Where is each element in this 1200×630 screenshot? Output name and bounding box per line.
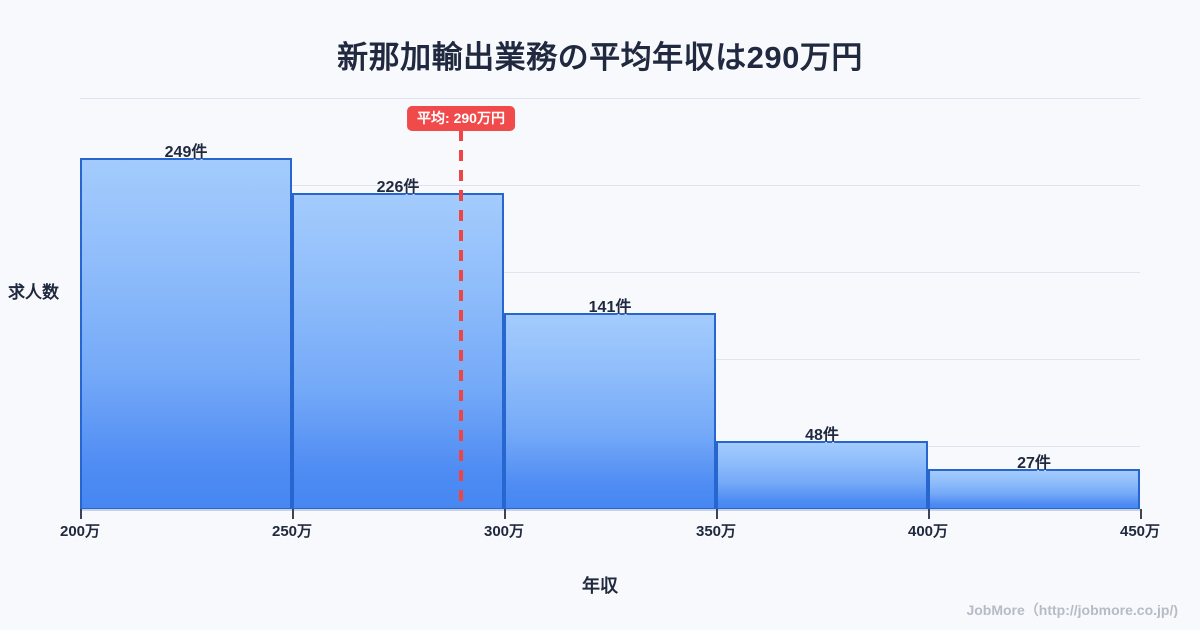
x-tick-mark bbox=[928, 509, 930, 519]
x-tick-mark bbox=[504, 509, 506, 519]
x-tick-label: 450万 bbox=[1119, 523, 1161, 540]
x-axis-label: 年収 bbox=[582, 576, 618, 596]
bar-bin-4[interactable] bbox=[928, 469, 1140, 510]
gridline bbox=[80, 272, 1140, 273]
footer-credit: JobMore（http://jobmore.co.jp/) bbox=[966, 602, 1178, 618]
bar-bin-0[interactable] bbox=[80, 158, 292, 510]
gridline bbox=[80, 98, 1140, 99]
bar-value-label: 249件 bbox=[164, 144, 208, 161]
x-tick-mark bbox=[1140, 509, 1142, 519]
x-tick-label: 200万 bbox=[59, 523, 101, 540]
bar-value-label: 141件 bbox=[588, 299, 632, 316]
x-tick-label: 250万 bbox=[271, 523, 313, 540]
x-tick-mark bbox=[716, 509, 718, 519]
x-axis-line bbox=[80, 509, 1140, 511]
x-tick-label: 400万 bbox=[907, 523, 949, 540]
y-axis-label: 求人数 bbox=[8, 283, 59, 302]
bar-bin-3[interactable] bbox=[716, 441, 928, 510]
x-tick-label: 350万 bbox=[695, 523, 737, 540]
bar-value-label: 226件 bbox=[376, 179, 420, 196]
mean-line bbox=[459, 130, 463, 509]
chart-title: 新那加輸出業務の平均年収は290万円 bbox=[337, 40, 863, 75]
gridline bbox=[80, 185, 1140, 186]
bar-value-label: 48件 bbox=[805, 427, 839, 444]
bar-bin-1[interactable] bbox=[292, 193, 504, 510]
x-tick-mark bbox=[292, 509, 294, 519]
bar-bin-2[interactable] bbox=[504, 313, 716, 510]
mean-badge: 平均: 290万円 bbox=[407, 106, 515, 132]
x-tick-label: 300万 bbox=[483, 523, 525, 540]
bar-value-label: 27件 bbox=[1017, 455, 1051, 472]
x-tick-mark bbox=[80, 509, 82, 519]
